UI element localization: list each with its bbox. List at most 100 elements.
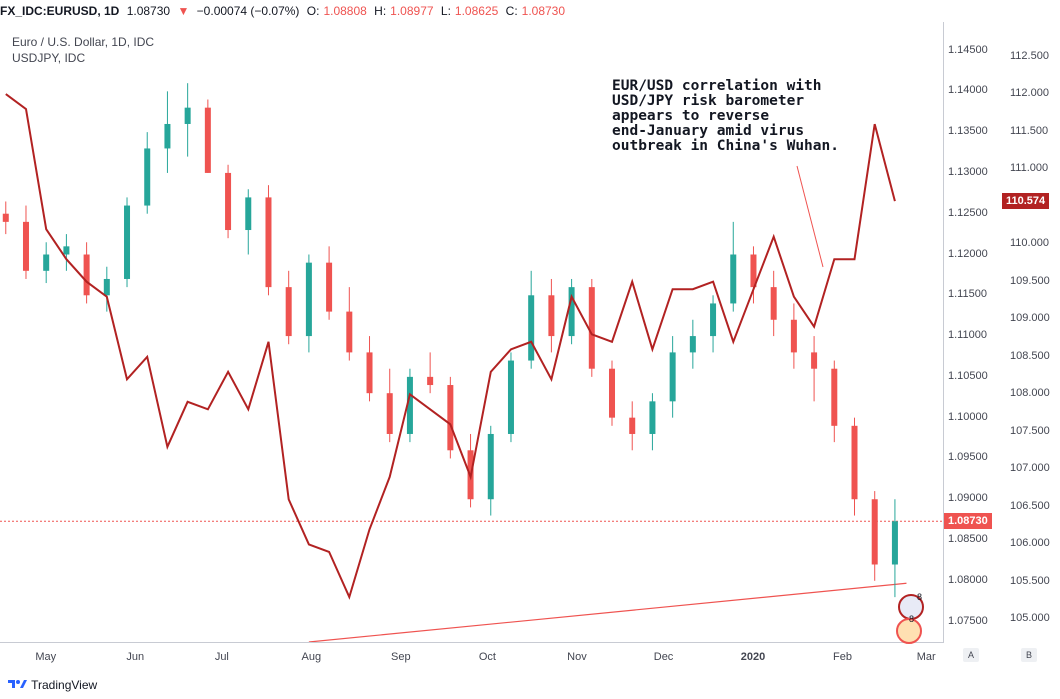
flag-badge-icon[interactable]: 8 [896,614,922,644]
open-value: 1.08808 [323,4,367,18]
event-badge-count: 8 [917,592,923,602]
usdjpy-tick-label: 106.000 [1010,537,1050,550]
usdjpy-price-axis[interactable]: 112.500 112.000 111.500 111.000 110.000 109.5… [1002,22,1060,642]
candle-body [326,262,333,312]
eurusd-tick-label: 1.10000 [948,410,988,423]
close-value: 1.08730 [521,4,566,18]
candle-body [204,107,211,173]
candle-body [83,254,90,296]
chart-legend: Euro / U.S. Dollar, 1D, IDC USDJPY, IDC [12,34,154,66]
candle-body [790,319,797,353]
usdjpy-tick-label: 111.500 [1010,124,1049,137]
candle-body [285,287,292,337]
candle-body [548,295,555,337]
candle-body [568,287,575,337]
candle-body [43,254,50,271]
time-tick-label: Aug [301,651,322,663]
low-value: 1.08625 [454,4,499,18]
eurusd-price-axis[interactable]: 1.14500 1.14000 1.13500 1.13000 1.12500 1.120… [944,22,1002,642]
candle-body [507,360,514,434]
candle-body [528,295,535,361]
candle-body [447,385,454,451]
eurusd-tick-label: 1.13000 [948,165,988,178]
high-value: 1.08977 [390,4,434,18]
eurusd-tick-label: 1.12500 [948,206,988,219]
candle-body [629,417,636,434]
symbol-label[interactable]: FX_IDC:EURUSD, 1D [0,4,120,18]
usdjpy-tick-label: 106.500 [1010,499,1050,512]
trendline [308,582,907,642]
time-tick-label: Jul [214,651,229,663]
change-down-icon: ▼ [177,4,190,18]
event-badge-icon[interactable]: 8 [898,592,924,620]
brand-label: TradingView [31,678,98,692]
candle-body [184,107,191,124]
time-tick-label: Dec [653,651,674,663]
candle-body [669,352,676,402]
usdjpy-tick-label: 111.000 [1010,162,1049,175]
legend-overlay-series[interactable]: USDJPY, IDC [12,51,86,65]
candle-body [710,303,717,337]
usdjpy-tick-label: 112.500 [1010,49,1049,62]
usdjpy-tick-label: 107.500 [1010,424,1050,437]
candle-body [730,254,737,304]
flag-badge-count: 8 [909,614,915,624]
annotation-arrow [796,165,824,268]
time-tick-label: 2020 [740,651,766,663]
candle-body [588,287,595,369]
eurusd-tick-label: 1.11500 [948,288,987,301]
chart-annotation: EUR/USD correlation with USD/JPY risk ba… [612,78,839,154]
eurusd-tick-label: 1.07500 [948,614,988,627]
eurusd-price-tag: 1.08730 [944,513,992,530]
price-change: −0.00074 (−0.07%) [196,4,300,18]
candle-body [124,205,131,279]
candle-body [225,172,232,231]
eurusd-tick-label: 1.09000 [948,492,988,505]
usdjpy-tick-label: 105.500 [1010,574,1050,587]
usdjpy-tick-label: 109.000 [1010,312,1050,325]
plot-area[interactable] [0,22,944,642]
usdjpy-tick-label: 108.500 [1010,349,1050,362]
eurusd-tick-label: 1.09500 [948,451,988,464]
legend-main-series[interactable]: Euro / U.S. Dollar, 1D, IDC [12,35,155,49]
time-tick-label: Oct [478,651,496,663]
time-tick-label: Sep [391,651,411,663]
time-tick-label: May [35,651,57,663]
usdjpy-line [5,93,896,600]
eurusd-tick-label: 1.08000 [948,573,988,586]
chart-canvas[interactable] [0,22,944,642]
eurusd-tick-label: 1.13500 [948,125,988,138]
candle-body [144,148,151,206]
candle-body [245,197,252,231]
open-label: O: [306,4,320,18]
low-label: L: [440,4,451,18]
time-tick-label: Jun [126,651,145,663]
usdjpy-tick-label: 112.000 [1010,87,1049,100]
eurusd-tick-label: 1.11000 [948,329,987,342]
candle-body [891,521,898,565]
axis-a-button[interactable]: A [963,648,979,662]
candle-body [770,287,777,320]
time-tick-label: Mar [916,651,936,663]
time-axis[interactable]: May Jun Jul Aug Sep Oct Nov Dec 2020 Feb Mar [0,642,944,671]
candle-body [63,246,70,255]
usdjpy-tick-label: 109.500 [1010,274,1050,287]
candle-body [649,401,656,434]
time-tick-label: Feb [833,651,852,663]
usdjpy-price-tag: 110.574 [1002,193,1050,210]
footer: TradingView [0,672,1060,699]
candle-body [103,278,110,296]
close-label: C: [505,4,518,18]
axis-b-button[interactable]: B [1021,648,1037,662]
candle-body [750,254,757,288]
high-label: H: [374,4,387,18]
eurusd-tick-label: 1.14500 [948,43,988,56]
tradingview-logo[interactable]: TradingView [8,678,97,692]
usdjpy-tick-label: 105.000 [1010,612,1050,625]
candle-body [427,376,434,386]
eurusd-tick-label: 1.12000 [948,247,988,260]
candle-body [164,123,171,149]
candle-body [689,336,696,353]
candle-body [811,352,818,369]
time-tick-label: Nov [567,651,587,663]
